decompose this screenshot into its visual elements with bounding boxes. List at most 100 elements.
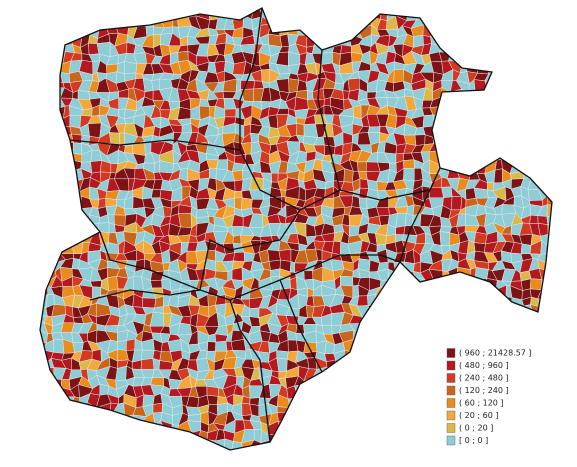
municipality xyxy=(360,428,370,444)
municipality xyxy=(504,8,516,13)
municipality xyxy=(40,276,49,288)
municipality xyxy=(492,61,507,74)
municipality xyxy=(279,451,290,461)
municipality xyxy=(77,431,89,442)
municipality xyxy=(536,383,551,395)
municipality xyxy=(529,99,543,112)
municipality xyxy=(26,195,38,205)
municipality xyxy=(424,428,435,443)
municipality xyxy=(142,439,153,450)
municipality xyxy=(464,303,480,318)
municipality xyxy=(439,16,453,29)
municipality xyxy=(51,448,66,450)
municipality xyxy=(430,8,443,12)
municipality xyxy=(519,313,534,325)
municipality xyxy=(40,199,49,207)
municipality xyxy=(510,332,525,343)
municipality xyxy=(421,448,432,450)
municipality xyxy=(40,187,48,201)
municipality xyxy=(500,303,511,318)
municipality xyxy=(231,449,244,450)
municipality xyxy=(522,401,534,413)
municipality xyxy=(43,447,55,450)
municipality xyxy=(383,419,396,433)
municipality xyxy=(547,276,552,291)
municipality xyxy=(467,279,477,288)
municipality xyxy=(546,239,552,254)
municipality xyxy=(24,63,39,73)
municipality xyxy=(540,305,549,315)
municipality xyxy=(359,394,372,408)
municipality xyxy=(40,8,48,21)
municipality xyxy=(392,342,407,350)
municipality xyxy=(559,145,569,156)
municipality xyxy=(461,131,469,145)
municipality xyxy=(446,34,458,45)
municipality xyxy=(485,29,499,39)
municipality xyxy=(548,287,552,299)
municipality xyxy=(415,321,422,335)
municipality xyxy=(385,349,394,363)
municipality xyxy=(412,369,425,382)
legend-label: ( 480 ; 960 ] xyxy=(459,361,509,370)
municipality xyxy=(532,438,539,449)
municipality xyxy=(40,115,48,125)
municipality xyxy=(375,405,390,415)
legend-swatch xyxy=(446,410,456,421)
municipality xyxy=(510,312,523,328)
municipality xyxy=(178,213,193,228)
municipality xyxy=(509,160,525,174)
municipality xyxy=(429,405,440,416)
municipality xyxy=(405,439,415,450)
municipality xyxy=(133,8,145,18)
municipality xyxy=(546,359,552,372)
municipality xyxy=(126,439,139,450)
municipality xyxy=(479,34,489,48)
municipality xyxy=(385,339,399,351)
municipality xyxy=(40,242,48,255)
municipality xyxy=(294,403,305,417)
municipality xyxy=(376,339,390,354)
municipality xyxy=(504,78,515,89)
municipality xyxy=(522,43,532,56)
municipality xyxy=(560,421,568,434)
municipality xyxy=(556,36,567,45)
municipality xyxy=(361,440,369,450)
municipality xyxy=(428,187,444,199)
municipality xyxy=(546,446,552,450)
municipality xyxy=(413,312,426,326)
municipality xyxy=(386,8,400,12)
municipality xyxy=(550,170,552,179)
municipality xyxy=(422,365,434,381)
municipality xyxy=(358,323,371,335)
municipality xyxy=(26,123,37,134)
municipality xyxy=(28,44,38,54)
municipality xyxy=(483,150,498,161)
municipality xyxy=(313,385,325,398)
municipality xyxy=(285,431,298,444)
municipality xyxy=(496,8,506,10)
municipality xyxy=(424,422,435,431)
municipality xyxy=(209,168,217,180)
municipality xyxy=(457,96,468,110)
municipality xyxy=(54,176,65,191)
municipality xyxy=(25,178,38,190)
municipality xyxy=(109,438,119,450)
municipality xyxy=(528,88,542,101)
municipality xyxy=(555,289,569,296)
municipality xyxy=(240,80,255,90)
municipality xyxy=(51,16,65,25)
municipality xyxy=(420,312,433,325)
municipality xyxy=(339,375,353,388)
municipality xyxy=(541,393,547,407)
municipality xyxy=(510,443,526,450)
municipality xyxy=(55,159,64,171)
municipality xyxy=(40,151,47,164)
municipality xyxy=(421,279,435,291)
municipality xyxy=(123,144,134,154)
municipality xyxy=(510,28,525,37)
municipality xyxy=(322,412,332,425)
municipality xyxy=(149,8,163,22)
municipality xyxy=(329,8,344,21)
municipality xyxy=(80,8,92,12)
